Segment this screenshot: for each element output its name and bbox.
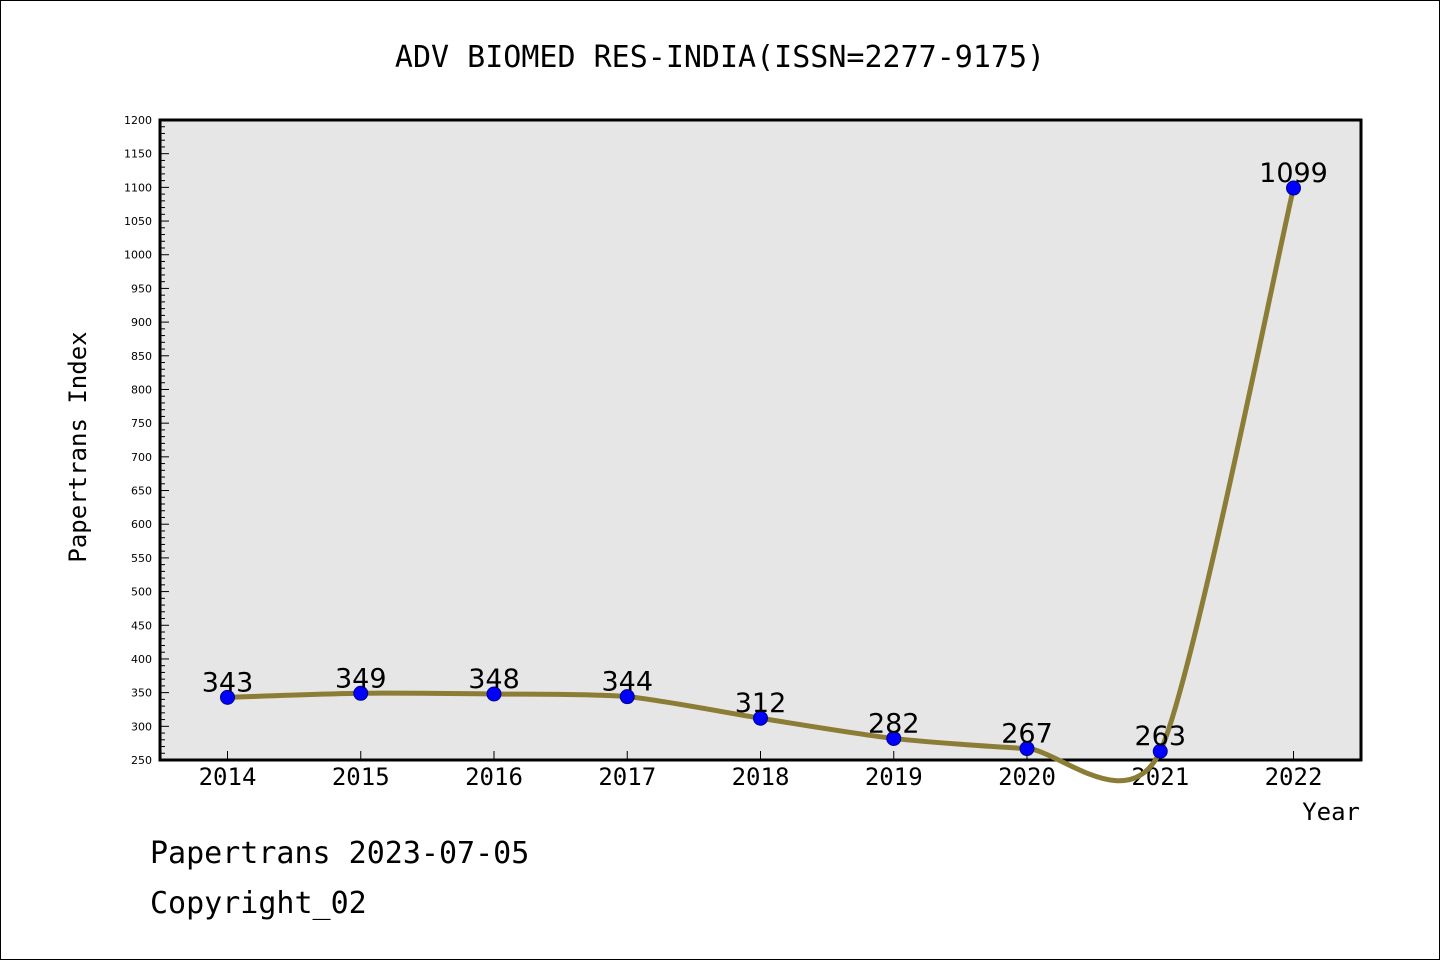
data-point [886, 730, 902, 746]
y-axis: 250 300 350 400 450 500 550 600 650 700 750 800 850 9… [124, 114, 169, 767]
plot-area [158, 118, 1363, 762]
x-tick-label: 2017 [598, 763, 656, 791]
data-label: 1099 [1259, 158, 1328, 189]
chart-title: ADV BIOMED RES-INDIA(ISSN=2277-9175) [395, 40, 1045, 75]
x-tick-label: 2018 [732, 763, 790, 791]
series-line [225, 185, 1296, 784]
y-tick-label: 900 [131, 316, 152, 329]
footer-copyright: Copyright_02 [150, 886, 367, 921]
x-axis: 2014 2015 2016 2017 2018 2019 2020 2021 2022 [199, 751, 1323, 791]
data-point [1152, 743, 1168, 759]
data-label: 348 [468, 664, 520, 695]
data-point [353, 685, 369, 701]
y-tick-label: 400 [131, 653, 152, 666]
data-point [1019, 741, 1035, 757]
x-tick-label: 2015 [332, 763, 390, 791]
y-tick-label: 350 [131, 687, 152, 700]
y-tick-label: 650 [131, 485, 152, 498]
data-label: 349 [335, 663, 387, 694]
data-label: 312 [735, 688, 787, 719]
y-tick-label: 700 [131, 451, 152, 464]
x-tick-label: 2022 [1265, 763, 1323, 791]
series-markers [220, 180, 1301, 759]
y-tick-label: 800 [131, 383, 152, 396]
data-point [753, 710, 768, 726]
y-tick-label: 450 [131, 619, 152, 632]
y-tick-label: 1100 [124, 181, 152, 194]
y-tick-label: 250 [131, 754, 152, 767]
data-point [220, 689, 235, 705]
data-point [1286, 180, 1301, 196]
y-tick-label: 850 [131, 350, 152, 363]
y-tick-label: 1200 [124, 114, 152, 127]
data-point [486, 686, 502, 702]
data-point [619, 689, 635, 705]
data-label: 267 [1001, 719, 1053, 750]
y-tick-label: 550 [131, 552, 152, 565]
footer-date: Papertrans 2023-07-05 [150, 836, 530, 871]
x-tick-label: 2019 [865, 763, 923, 791]
y-axis-label: Papertrans Index [64, 331, 92, 562]
x-axis-label: Year [1302, 798, 1360, 826]
data-label: 282 [868, 708, 920, 739]
data-labels: 343 349 348 344 312 282 267 263 1099 [202, 158, 1328, 752]
data-label: 263 [1134, 721, 1186, 752]
y-tick-label: 300 [131, 720, 152, 733]
data-label: 344 [601, 667, 653, 698]
y-tick-label: 950 [131, 282, 152, 295]
x-tick-label: 2016 [465, 763, 523, 791]
y-tick-label: 1150 [124, 148, 152, 161]
y-tick-label: 1050 [124, 215, 152, 228]
x-tick-label: 2020 [998, 763, 1056, 791]
y-tick-label: 1000 [124, 249, 152, 262]
y-tick-label: 750 [131, 417, 152, 430]
data-label: 343 [202, 667, 254, 698]
y-tick-label: 600 [131, 518, 152, 531]
y-tick-label: 500 [131, 586, 152, 599]
x-tick-label: 2014 [199, 763, 257, 791]
